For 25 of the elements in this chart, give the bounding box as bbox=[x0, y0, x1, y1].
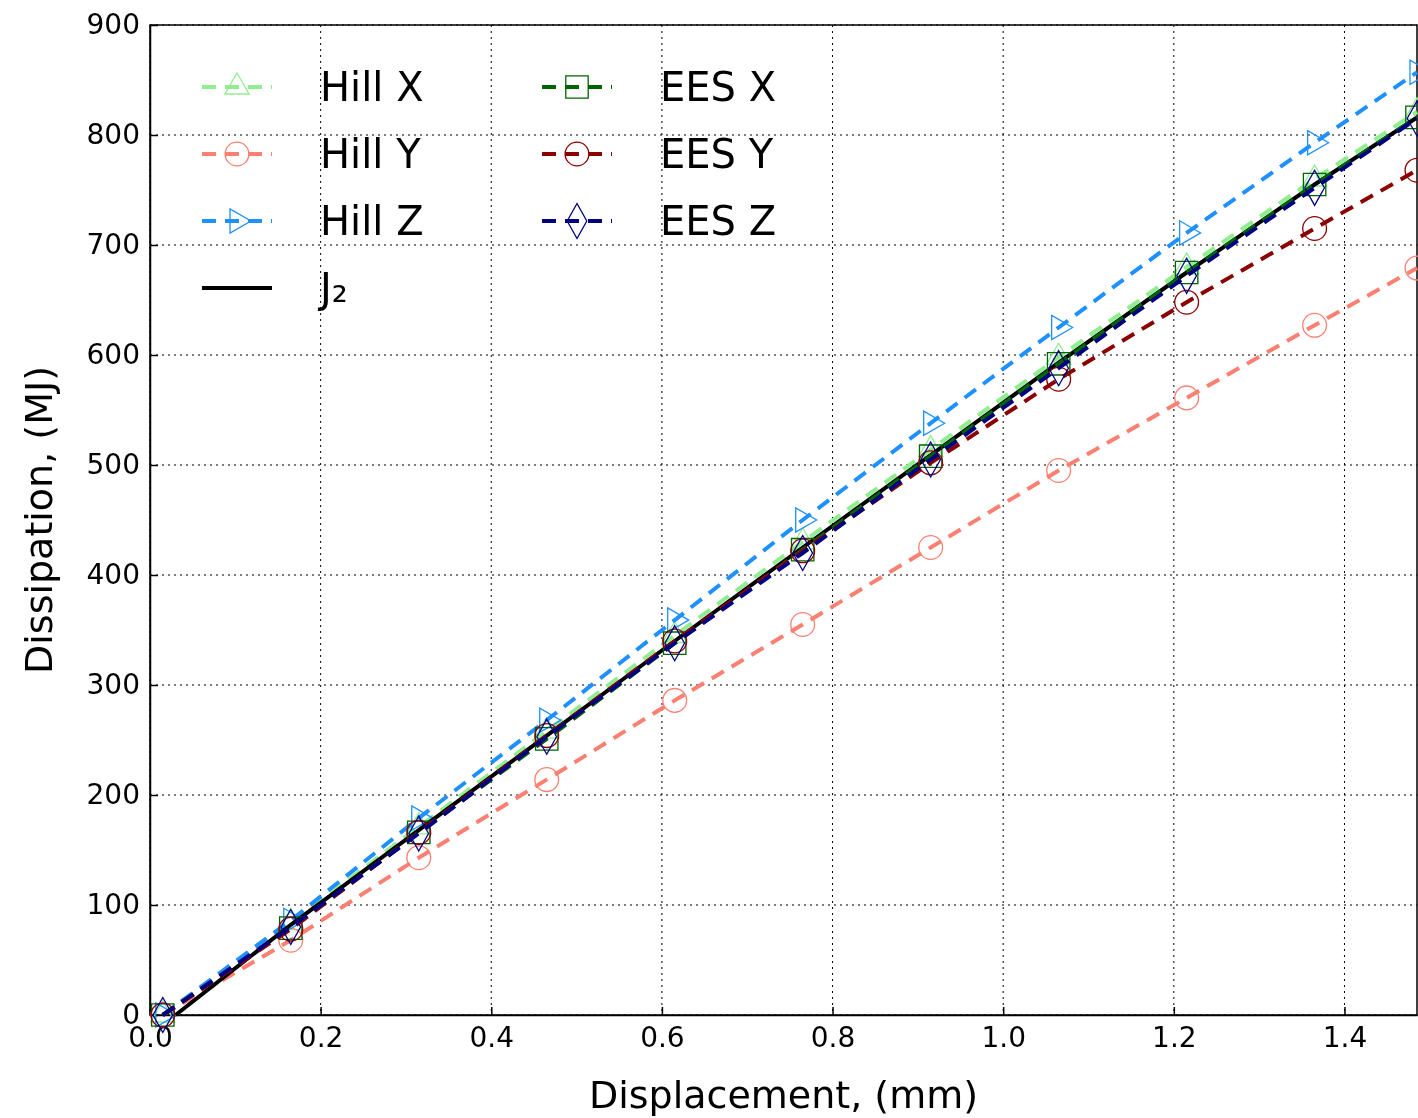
y-tick-label: 500 bbox=[86, 448, 140, 482]
y-tick-label: 600 bbox=[86, 338, 140, 372]
x-axis-title: Displacement, (mm) bbox=[588, 1073, 979, 1117]
legend-label: Hill Y bbox=[320, 131, 422, 177]
y-tick-label: 300 bbox=[86, 668, 140, 702]
x-tick-label: 1.0 bbox=[981, 1020, 1026, 1054]
legend-label: EES Z bbox=[660, 198, 777, 244]
legend-label: Hill Z bbox=[320, 198, 424, 244]
y-tick-label: 100 bbox=[86, 888, 140, 922]
legend-label: EES X bbox=[660, 64, 777, 110]
legend-label: J₂ bbox=[317, 265, 348, 311]
x-tick-label: 1.2 bbox=[1152, 1020, 1197, 1054]
x-tick-label: 0.2 bbox=[298, 1020, 344, 1054]
x-tick-label: 1.4 bbox=[1322, 1020, 1368, 1054]
legend-label: Hill X bbox=[320, 64, 424, 110]
x-tick-label: 0.6 bbox=[640, 1020, 685, 1054]
legend-label: EES Y bbox=[660, 131, 774, 177]
y-tick-label: 700 bbox=[86, 228, 140, 262]
y-tick-label: 900 bbox=[86, 8, 140, 42]
x-tick-label: 0.4 bbox=[469, 1020, 515, 1054]
y-tick-label: 400 bbox=[86, 558, 140, 592]
x-tick-label: 0.8 bbox=[810, 1020, 856, 1054]
y-tick-label: 200 bbox=[86, 778, 140, 812]
y-tick-label: 800 bbox=[86, 118, 140, 152]
y-axis-title: Dissipation, (MJ) bbox=[17, 366, 61, 674]
